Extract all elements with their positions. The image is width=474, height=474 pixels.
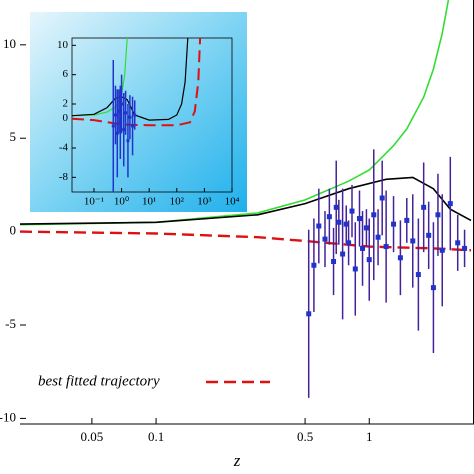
y-tick-label: -5 [5, 316, 16, 331]
curve [20, 230, 472, 252]
inset-frame [71, 37, 233, 193]
data-point [113, 113, 117, 117]
y-tick-label: 6 [63, 68, 69, 80]
x-tick-label: 0.1 [148, 429, 164, 444]
data-point [122, 128, 126, 132]
legend-label: best fitted trajectory [38, 373, 160, 389]
y-tick-label: 10 [3, 36, 16, 51]
x-tick-label: 10⁻¹ [84, 196, 104, 208]
data-point [379, 195, 385, 201]
data-point [397, 255, 403, 261]
data-point [326, 214, 332, 220]
y-tick-label: 10 [57, 39, 69, 51]
y-tick-label: -8 [59, 171, 69, 183]
data-point [421, 204, 427, 210]
data-point [426, 232, 432, 238]
x-tick-label: 10³ [197, 196, 212, 208]
data-point [360, 245, 366, 251]
data-point [120, 102, 124, 106]
x-tick-label: 0.05 [81, 429, 104, 444]
data-point [415, 272, 421, 278]
data-point [311, 262, 317, 268]
x-tick-label: 10¹ [142, 196, 156, 208]
x-tick-label: 1 [366, 429, 373, 444]
data-point [383, 244, 389, 250]
plot-area [20, 0, 472, 398]
data-point [352, 266, 358, 272]
plot-area [72, 38, 202, 192]
data-point [331, 258, 337, 264]
data-point [124, 111, 128, 115]
data-point [128, 115, 132, 119]
data-point [118, 120, 122, 124]
data-point [333, 204, 339, 210]
data-point [340, 251, 346, 257]
data-point [391, 221, 397, 227]
data-point [363, 225, 369, 231]
y-tick-label: 5 [10, 129, 17, 144]
data-point [439, 247, 445, 253]
data-point [322, 236, 328, 242]
data-point [115, 131, 119, 135]
data-point [447, 201, 453, 207]
y-tick-label: -4 [59, 142, 69, 154]
data-point [375, 234, 381, 240]
y-tick-label: 0 [10, 223, 17, 238]
data-point [435, 212, 441, 218]
x-axis-label: z [233, 451, 241, 470]
data-point [316, 223, 322, 229]
data-point [346, 240, 352, 246]
data-point [126, 139, 130, 143]
curve [20, 0, 450, 226]
x-tick-label: 0.5 [297, 429, 313, 444]
data-point [131, 124, 135, 128]
data-point [462, 245, 468, 251]
data-point [343, 221, 349, 227]
y-tick-label: 2 [63, 98, 69, 110]
inset-plot: -8 -4 0 2 6 10 10⁻¹ 10⁰ 10¹ 10² 10³ 10⁴ [30, 12, 247, 212]
data-point [117, 109, 121, 113]
data-point [404, 217, 410, 223]
x-tick-label: 10² [170, 196, 185, 208]
data-point [430, 285, 436, 291]
data-point [336, 219, 342, 225]
y-tick-label: -10 [0, 409, 16, 424]
x-tick-label: 10⁰ [114, 196, 130, 208]
data-point [371, 212, 377, 218]
y-tick-label: 0 [63, 112, 69, 124]
data-point [111, 124, 115, 128]
data-point [306, 311, 312, 317]
data-point [349, 208, 355, 214]
data-point [356, 216, 362, 222]
data-point [455, 240, 461, 246]
data-point [366, 257, 372, 263]
data-point [133, 113, 137, 117]
x-tick-label: 10⁴ [225, 196, 240, 208]
data-point [410, 238, 416, 244]
inset-background [30, 12, 247, 212]
curve [72, 38, 202, 127]
